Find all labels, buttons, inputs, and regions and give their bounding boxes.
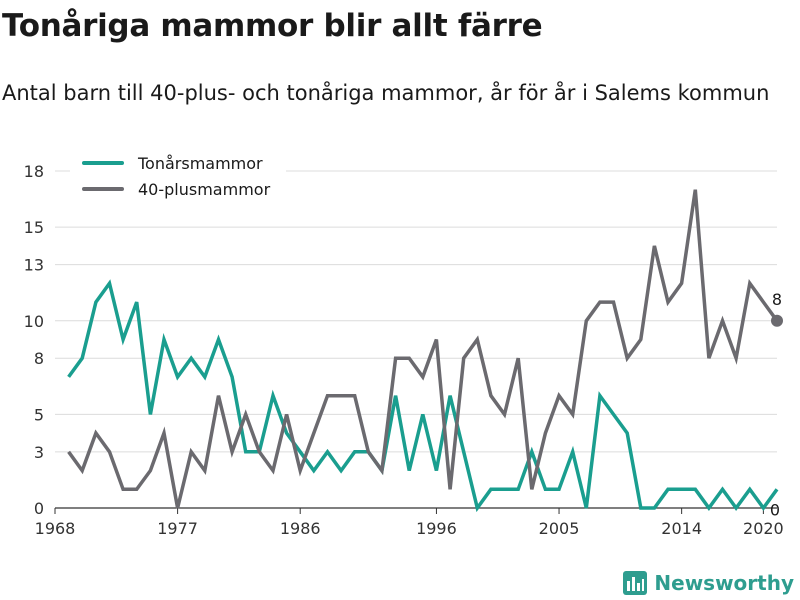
end-label: 8: [772, 290, 782, 309]
y-tick-label: 8: [34, 349, 44, 368]
x-tick-label: 2014: [661, 519, 702, 538]
newsworthy-logo[interactable]: Newsworthy: [623, 569, 794, 597]
x-tick-label: 1968: [35, 519, 76, 538]
chart-subtitle: Antal barn till 40-plus- och tonåriga ma…: [2, 81, 770, 105]
end-point-marker: [771, 314, 783, 327]
y-tick-label: 18: [24, 162, 44, 181]
x-tick-label: 1986: [280, 519, 321, 538]
brand-name: Newsworthy: [654, 571, 794, 595]
x-tick-label: 1977: [157, 519, 198, 538]
x-axis: 1968 1977 1986 1996 2005 2014 2020: [35, 508, 784, 538]
legend-label: Tonårsmammor: [138, 153, 263, 173]
bar-chart-icon: [623, 571, 648, 595]
end-labels: 08: [770, 290, 783, 519]
y-tick-label: 0: [34, 499, 44, 518]
chart-title: Tonåriga mammor blir allt färre: [2, 8, 543, 44]
legend: Tonårsmammor 40-plusmammor: [70, 146, 286, 206]
legend-label: 40-plusmammor: [138, 179, 271, 199]
end-label: 0: [770, 500, 780, 519]
y-axis-labels: 0 3 5 8 10 13 15 18: [24, 162, 44, 518]
x-tick-label: 2020: [743, 519, 784, 538]
series-lines: [67, 189, 779, 513]
y-tick-label: 5: [34, 405, 44, 424]
x-tick-label: 2005: [539, 519, 580, 538]
y-tick-label: 13: [24, 256, 44, 275]
legend-item-tonarsmammor[interactable]: Tonårsmammor: [76, 150, 280, 176]
legend-swatch: [82, 161, 124, 165]
x-tick-label: 1996: [416, 519, 457, 538]
legend-item-40-plusmammor[interactable]: 40-plusmammor: [76, 176, 280, 202]
series-line-tonarsmammor: [67, 279, 779, 513]
y-tick-label: 3: [34, 443, 44, 462]
series-line-40-plusmammor: [67, 189, 779, 509]
y-tick-label: 15: [24, 218, 44, 237]
legend-swatch: [82, 187, 124, 191]
y-tick-label: 10: [24, 312, 44, 331]
